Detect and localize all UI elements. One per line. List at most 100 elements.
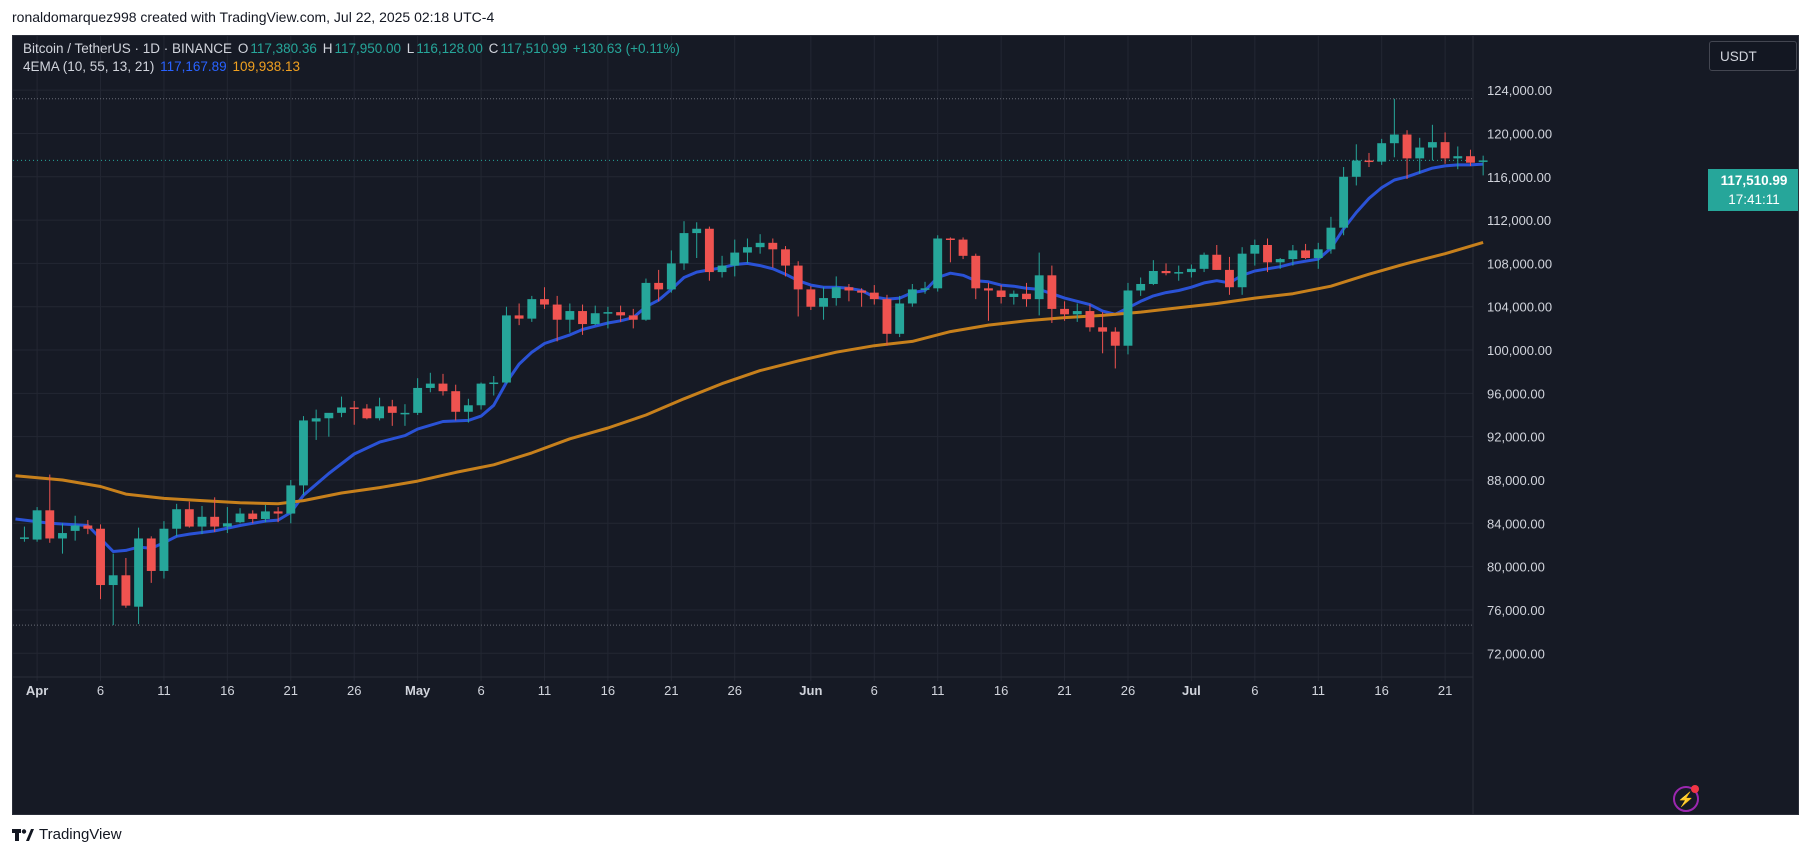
y-tick-label: 116,000.00 — [1487, 170, 1551, 185]
ema-slow-value: 109,938.13 — [232, 59, 301, 74]
candle-body — [819, 298, 828, 307]
candle-body — [1047, 275, 1057, 309]
tradingview-logo[interactable]: TradingView — [12, 826, 122, 843]
y-tick-label: 108,000.00 — [1487, 256, 1552, 271]
candle-body — [527, 299, 537, 319]
candle-body — [869, 292, 879, 300]
candle-body — [907, 289, 917, 304]
candle-body — [1313, 249, 1323, 258]
candle-body — [1212, 254, 1222, 270]
candle-body — [476, 383, 486, 406]
y-tick-label: 112,000.00 — [1487, 213, 1551, 228]
candlestick-chart[interactable]: 72,000.00 76,000.00 80,000.00 84,000.00 88,0… — [13, 36, 1799, 815]
y-tick-label: 104,000.00 — [1487, 300, 1552, 315]
chart-frame[interactable]: 72,000.00 76,000.00 80,000.00 84,000.00 88,0… — [12, 35, 1799, 815]
candle-body — [1098, 327, 1108, 332]
candle-body — [222, 523, 232, 527]
candle-body — [540, 299, 549, 305]
x-tick-label: 6 — [871, 683, 878, 698]
candle-body — [286, 485, 296, 514]
candle-body — [501, 315, 511, 383]
high-value: 117,950.00 — [334, 41, 402, 56]
candle-body — [578, 311, 587, 325]
x-tick-label: 26 — [1121, 683, 1135, 698]
candle-body — [1288, 250, 1298, 260]
candle-body — [1250, 245, 1260, 254]
candle-body — [857, 290, 867, 293]
candle-body — [1072, 311, 1082, 315]
candle-body — [806, 289, 816, 307]
candle-body — [1339, 176, 1349, 228]
candle-body — [704, 228, 714, 273]
candle-body — [1225, 269, 1234, 288]
candle-body — [19, 537, 29, 539]
x-tick-label: 21 — [1057, 683, 1071, 698]
candle-body — [1351, 160, 1361, 177]
candle-body — [210, 516, 220, 527]
candle-body — [197, 516, 207, 527]
candle-body — [628, 315, 638, 320]
y-tick-label: 88,000.00 — [1487, 473, 1545, 488]
candle-body — [413, 387, 423, 413]
candle-body — [438, 383, 448, 392]
x-tick-label: May — [405, 683, 431, 698]
candle-body — [1123, 290, 1133, 346]
candle-body — [134, 538, 144, 607]
candle-body — [958, 239, 968, 256]
candle-body — [45, 510, 55, 539]
candle-body — [121, 575, 131, 606]
candle-body — [337, 407, 346, 413]
ema-fast-line — [15, 162, 1484, 553]
candle-body — [248, 513, 258, 519]
candle-body — [260, 511, 270, 519]
candle-body — [1034, 275, 1044, 300]
candle-body — [159, 528, 169, 571]
candle-body — [1237, 253, 1247, 288]
candle-body — [552, 304, 562, 320]
candle-body — [895, 303, 905, 334]
candle-body — [375, 406, 385, 419]
change-value: +130.63 (+0.11%) — [572, 41, 680, 56]
candle-body — [654, 282, 664, 290]
candle-body — [1453, 156, 1463, 159]
candle-body — [1326, 227, 1336, 250]
candle-body — [273, 511, 283, 514]
open-value: 117,380.36 — [250, 41, 317, 56]
candle-body — [1427, 142, 1437, 148]
lightning-icon[interactable]: ⚡ — [1673, 786, 1699, 812]
ema-slow-line — [15, 240, 1484, 506]
candle-body — [1199, 254, 1209, 269]
candle-body — [1009, 293, 1019, 297]
candle-body — [1415, 147, 1425, 159]
high-label: H — [322, 41, 333, 56]
candle-body — [755, 242, 765, 248]
candle-body — [1174, 272, 1184, 274]
x-tick-label: 6 — [477, 683, 484, 698]
candle-body — [641, 282, 651, 320]
x-tick-label: 11 — [931, 683, 945, 698]
candle-body — [1263, 245, 1272, 263]
candle-body — [70, 525, 80, 531]
x-tick-label: 6 — [97, 683, 104, 698]
x-tick-label: Apr — [26, 683, 48, 698]
candle-body — [945, 238, 955, 241]
candle-body — [1301, 250, 1311, 258]
x-tick-label: 16 — [994, 683, 1008, 698]
x-tick-label: 21 — [284, 683, 298, 698]
candle-body — [96, 528, 105, 586]
symbol-name[interactable]: Bitcoin / TetherUS · 1D · BINANCE — [23, 41, 233, 56]
currency-button[interactable]: USDT — [1709, 41, 1797, 71]
candle-body — [311, 418, 321, 422]
indicator-name[interactable]: 4EMA (10, 55, 13, 21) — [23, 59, 155, 74]
candle-body — [1161, 270, 1171, 274]
candle-body — [1364, 160, 1374, 163]
candle-body — [692, 228, 702, 234]
candle-body — [146, 538, 156, 571]
x-tick-label: 21 — [1438, 683, 1452, 698]
x-tick-label: 11 — [157, 683, 171, 698]
candle-body — [184, 509, 194, 527]
chart-credit: ronaldomarquez998 created with TradingVi… — [12, 9, 495, 25]
candle-body — [565, 311, 575, 320]
tradingview-icon — [12, 828, 34, 841]
candle-body — [996, 290, 1006, 297]
